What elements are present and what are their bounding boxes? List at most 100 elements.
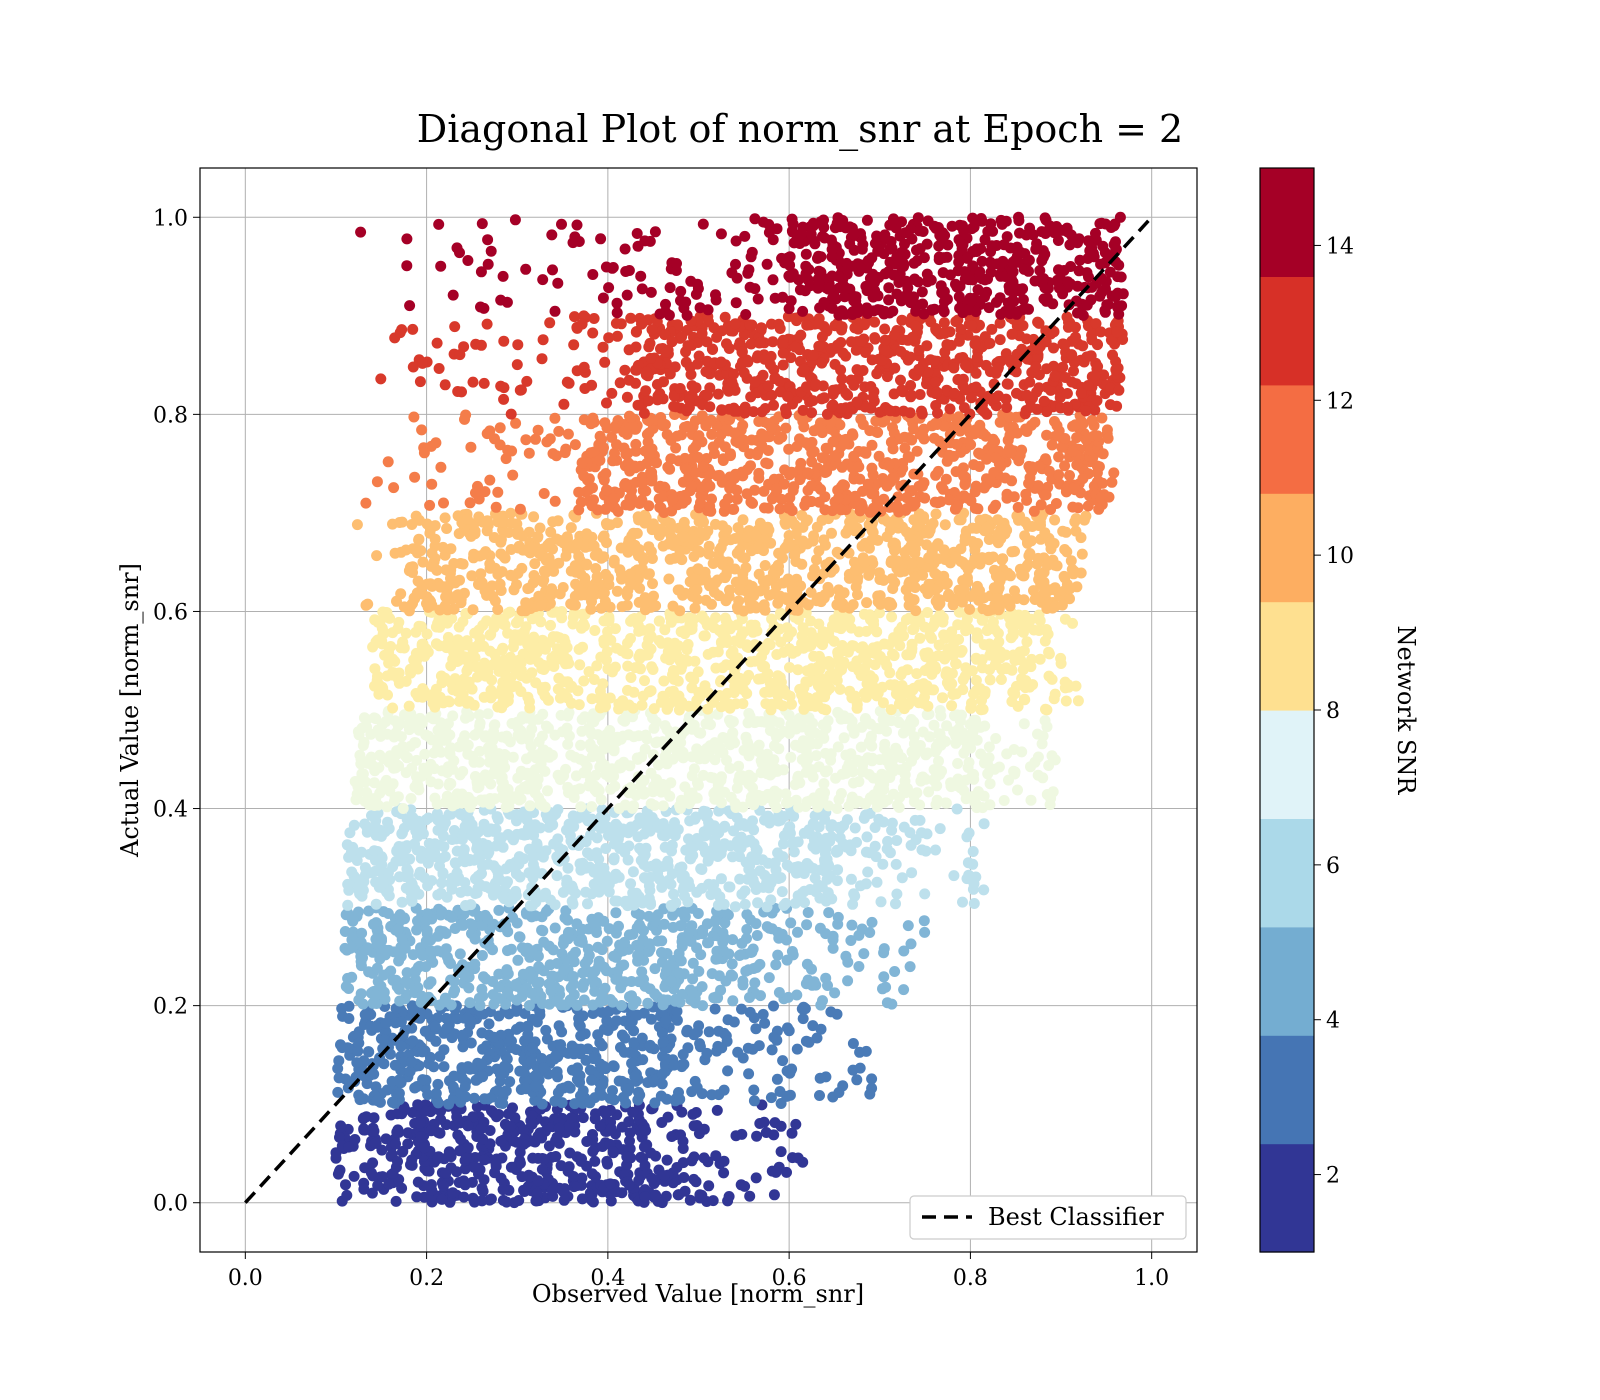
- data-point: [395, 1016, 407, 1028]
- data-point: [483, 756, 495, 768]
- data-point: [792, 770, 804, 782]
- data-point: [1067, 617, 1078, 629]
- data-point: [454, 769, 466, 781]
- data-point: [957, 896, 968, 908]
- data-point: [440, 943, 452, 955]
- data-point: [765, 704, 777, 716]
- data-point: [469, 729, 481, 741]
- data-point: [1001, 748, 1013, 760]
- data-point: [796, 630, 808, 642]
- data-point: [692, 779, 704, 791]
- data-point: [860, 1045, 872, 1057]
- data-point: [387, 627, 399, 639]
- data-point: [978, 790, 990, 802]
- data-point: [920, 773, 932, 785]
- data-point: [558, 853, 570, 865]
- data-point: [538, 1062, 550, 1074]
- data-point: [802, 907, 814, 918]
- data-point: [649, 963, 661, 975]
- data-point: [558, 770, 570, 782]
- data-point: [983, 638, 995, 650]
- data-point: [864, 927, 876, 938]
- data-point: [855, 741, 867, 753]
- data-point: [458, 848, 469, 860]
- data-point: [476, 950, 488, 961]
- data-point: [403, 700, 415, 712]
- data-point: [845, 935, 857, 946]
- data-point: [938, 629, 950, 641]
- data-point: [989, 659, 1001, 671]
- data-point: [551, 958, 563, 969]
- data-point: [814, 1090, 825, 1101]
- data-point: [633, 976, 645, 988]
- data-point: [584, 1064, 596, 1076]
- data-point: [665, 827, 677, 839]
- data-point: [457, 616, 469, 628]
- data-point: [785, 917, 797, 929]
- data-point: [775, 1120, 787, 1132]
- data-point: [916, 827, 927, 839]
- data-point: [462, 885, 473, 897]
- data-point: [765, 894, 777, 906]
- data-point: [394, 995, 406, 1007]
- data-point: [956, 777, 968, 789]
- data-point: [566, 880, 578, 892]
- data-point: [886, 611, 898, 623]
- data-point: [684, 1194, 696, 1206]
- data-point: [529, 1070, 541, 1082]
- data-point: [576, 1172, 588, 1184]
- band-0-points: [330, 1098, 809, 1209]
- data-point: [747, 815, 758, 827]
- data-point: [446, 1032, 458, 1044]
- data-point: [768, 1189, 780, 1201]
- data-point: [627, 887, 639, 899]
- data-point: [598, 651, 610, 663]
- data-point: [677, 1143, 689, 1154]
- data-point: [500, 801, 512, 813]
- data-point: [382, 908, 394, 919]
- data-point: [695, 949, 707, 961]
- data-point: [805, 722, 817, 734]
- data-point: [920, 749, 932, 761]
- data-point: [799, 1003, 811, 1015]
- data-point: [435, 717, 447, 729]
- data-point: [968, 898, 980, 909]
- data-point: [705, 771, 717, 783]
- data-point: [1048, 693, 1060, 705]
- data-point: [881, 843, 893, 855]
- data-point: [490, 863, 502, 875]
- data-point: [512, 954, 524, 966]
- data-point: [596, 1089, 608, 1101]
- data-point: [555, 709, 567, 721]
- data-point: [700, 718, 712, 730]
- data-point: [527, 715, 539, 726]
- data-point: [464, 997, 476, 1009]
- data-point: [807, 841, 819, 852]
- data-point: [728, 1016, 740, 1028]
- data-point: [709, 1003, 721, 1015]
- data-point: [847, 1064, 859, 1076]
- data-point: [717, 662, 729, 674]
- data-point: [422, 880, 434, 892]
- data-point: [558, 1194, 570, 1206]
- data-point: [510, 979, 522, 990]
- data-point: [1049, 514, 1061, 526]
- data-point: [1026, 653, 1038, 665]
- data-point: [443, 1098, 455, 1110]
- data-point: [526, 945, 538, 957]
- data-point: [665, 975, 677, 987]
- data-point: [656, 1027, 668, 1039]
- data-point: [623, 1083, 635, 1095]
- data-point: [703, 1026, 715, 1038]
- data-point: [634, 812, 646, 824]
- data-point: [490, 768, 502, 780]
- data-point: [771, 1034, 783, 1046]
- data-point: [821, 873, 833, 885]
- data-point: [1032, 728, 1043, 740]
- data-point: [899, 769, 911, 781]
- data-point: [593, 873, 605, 885]
- data-point: [637, 897, 649, 909]
- data-point: [966, 665, 978, 677]
- data-point: [832, 864, 844, 876]
- data-point: [393, 1087, 405, 1099]
